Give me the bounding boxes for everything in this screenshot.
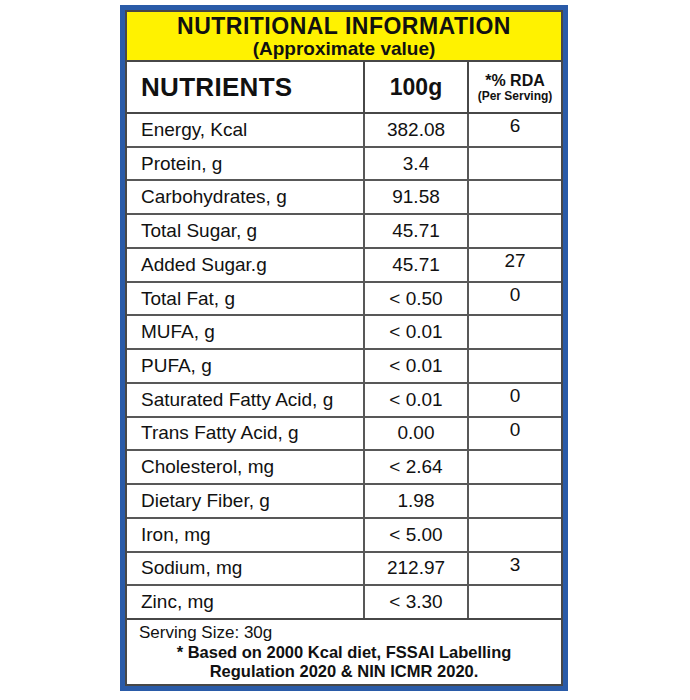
serving-size-text: Serving Size: 30g	[127, 623, 561, 643]
nutrient-rda-value: 3	[467, 553, 561, 585]
nutrient-value-100g: 0.00	[363, 418, 467, 450]
nutrient-name: Added Sugar.g	[127, 249, 363, 281]
nutrient-name: Zinc, mg	[127, 586, 363, 618]
page-background: { "colors": { "outer_border_blue": "#2a5…	[0, 0, 690, 700]
nutrient-name: Trans Fatty Acid, g	[127, 418, 363, 450]
nutrient-rda-value	[467, 586, 561, 618]
nutrient-name: Dietary Fiber, g	[127, 485, 363, 517]
nutrient-value-100g: 45.71	[363, 249, 467, 281]
nutrient-rda-value: 6	[467, 114, 561, 146]
nutrient-value-100g: < 3.30	[363, 586, 467, 618]
nutrient-name: PUFA, g	[127, 350, 363, 382]
table-row: Saturated Fatty Acid, g< 0.010	[127, 384, 561, 418]
table-row: Trans Fatty Acid, g0.000	[127, 418, 561, 452]
nutrient-value-100g: < 0.01	[363, 384, 467, 416]
nutrient-value-100g: < 2.64	[363, 451, 467, 483]
nutrient-value-100g: < 0.01	[363, 350, 467, 382]
nutrient-rda-value	[467, 181, 561, 213]
label-subtitle: (Approximate value)	[253, 39, 436, 58]
table-header-row: NUTRIENTS 100g *% RDA (Per Serving)	[127, 62, 561, 114]
nutrient-name: MUFA, g	[127, 316, 363, 348]
label-title-banner: NUTRITIONAL INFORMATION (Approximate val…	[127, 12, 561, 62]
nutrient-name: Total Sugar, g	[127, 215, 363, 247]
nutrient-name: Cholesterol, mg	[127, 451, 363, 483]
nutrient-value-100g: 212.97	[363, 553, 467, 585]
nutrient-rda-value	[467, 451, 561, 483]
nutrient-value-100g: 3.4	[363, 148, 467, 180]
nutrient-name: Carbohydrates, g	[127, 181, 363, 213]
table-row: Cholesterol, mg< 2.64	[127, 451, 561, 485]
nutrient-value-100g: < 0.01	[363, 316, 467, 348]
nutrient-rda-value	[467, 519, 561, 551]
table-row: PUFA, g< 0.01	[127, 350, 561, 384]
nutrient-value-100g: 91.58	[363, 181, 467, 213]
nutrient-value-100g: < 0.50	[363, 283, 467, 315]
nutrient-name: Iron, mg	[127, 519, 363, 551]
table-row: Iron, mg< 5.00	[127, 519, 561, 553]
nutrient-rda-value: 27	[467, 249, 561, 281]
nutrient-value-100g: 45.71	[363, 215, 467, 247]
column-header-rda-line2: (Per Serving)	[478, 90, 553, 102]
column-header-rda: *% RDA (Per Serving)	[467, 62, 561, 112]
label-footer: Serving Size: 30g * Based on 2000 Kcal d…	[127, 620, 561, 684]
table-row: Total Sugar, g45.71	[127, 215, 561, 249]
table-row: Protein, g3.4	[127, 148, 561, 182]
table-row: Total Fat, g< 0.500	[127, 283, 561, 317]
nutrient-name: Protein, g	[127, 148, 363, 180]
nutrient-rda-value: 0	[467, 283, 561, 315]
nutrient-table-body: Energy, Kcal382.086Protein, g3.4Carbohyd…	[127, 114, 561, 620]
table-row: Energy, Kcal382.086	[127, 114, 561, 148]
nutrient-name: Energy, Kcal	[127, 114, 363, 146]
footnote-line2: Regulation 2020 & NIN ICMR 2020.	[127, 662, 561, 682]
nutrient-value-100g: < 5.00	[363, 519, 467, 551]
label-title: NUTRITIONAL INFORMATION	[177, 14, 511, 38]
nutrient-rda-value	[467, 316, 561, 348]
table-row: Zinc, mg< 3.30	[127, 586, 561, 620]
nutrient-value-100g: 1.98	[363, 485, 467, 517]
table-row: MUFA, g< 0.01	[127, 316, 561, 350]
nutrient-rda-value	[467, 215, 561, 247]
nutrient-name: Sodium, mg	[127, 553, 363, 585]
nutrition-label: NUTRITIONAL INFORMATION (Approximate val…	[120, 5, 568, 691]
nutrient-name: Saturated Fatty Acid, g	[127, 384, 363, 416]
table-row: Carbohydrates, g91.58	[127, 181, 561, 215]
nutrient-rda-value: 0	[467, 384, 561, 416]
column-header-rda-line1: *% RDA	[485, 73, 545, 89]
nutrient-rda-value	[467, 485, 561, 517]
nutrient-rda-value	[467, 148, 561, 180]
nutrient-rda-value: 0	[467, 418, 561, 450]
column-header-nutrients: NUTRIENTS	[127, 62, 363, 112]
nutrient-value-100g: 382.08	[363, 114, 467, 146]
table-row: Sodium, mg212.973	[127, 553, 561, 587]
nutrient-rda-value	[467, 350, 561, 382]
nutrient-name: Total Fat, g	[127, 283, 363, 315]
table-row: Dietary Fiber, g1.98	[127, 485, 561, 519]
footnote-line1: * Based on 2000 Kcal diet, FSSAI Labelli…	[127, 643, 561, 663]
column-header-100g: 100g	[363, 62, 467, 112]
table-row: Added Sugar.g45.7127	[127, 249, 561, 283]
nutrition-label-inner-frame: NUTRITIONAL INFORMATION (Approximate val…	[125, 10, 563, 686]
